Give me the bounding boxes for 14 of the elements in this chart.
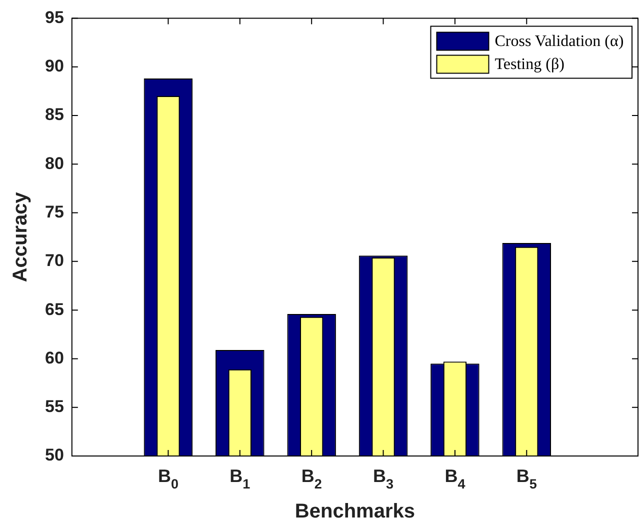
y-tick-label: 85: [44, 105, 64, 124]
y-tick-label: 95: [44, 8, 64, 27]
y-tick-label: 70: [44, 251, 64, 270]
y-tick-label: 80: [44, 154, 64, 173]
y-tick-label: 55: [44, 397, 64, 416]
y-tick-label: 75: [44, 202, 64, 222]
y-axis-title: Accuracy: [10, 191, 32, 282]
y-tick-label: 90: [44, 56, 64, 76]
x-axis-title: Benchmarks: [294, 500, 415, 523]
y-tick-label: 65: [44, 300, 64, 319]
legend-label: Cross Validation (α): [494, 32, 624, 50]
y-tick-label: 50: [44, 446, 64, 465]
y-tick-label: 60: [44, 348, 64, 368]
legend-label: Testing (β): [494, 56, 564, 73]
